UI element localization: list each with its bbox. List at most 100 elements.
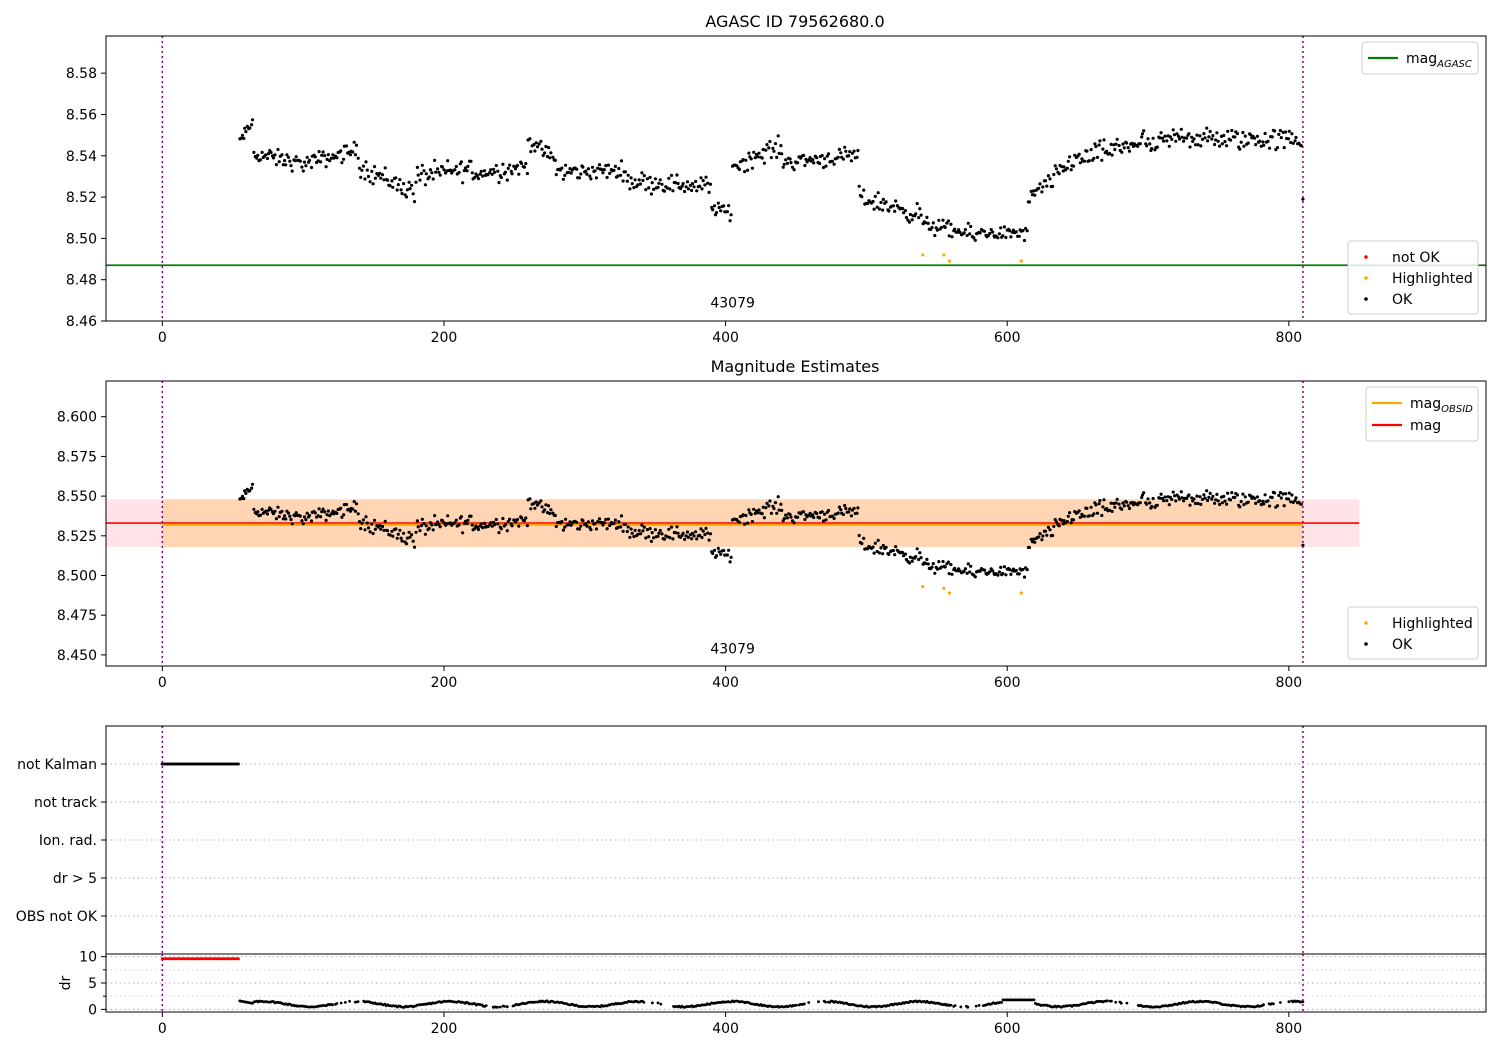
dr-point bbox=[794, 1003, 798, 1007]
ok-point bbox=[1203, 496, 1207, 500]
ok-point bbox=[1213, 142, 1217, 147]
ok-point bbox=[1254, 143, 1258, 147]
ok-point bbox=[1262, 143, 1266, 147]
ok-point bbox=[1199, 144, 1203, 148]
panel-magnitude-estimates-plot-area: 0 200 400 600 800 8.450 8.475 8.500 8.525 8.550 8.… bbox=[57, 380, 1487, 691]
ok-point bbox=[244, 130, 248, 134]
ok-point bbox=[1253, 136, 1257, 140]
ok-point bbox=[647, 535, 651, 539]
ok-point bbox=[503, 170, 507, 174]
ok-point bbox=[430, 523, 434, 527]
ok-point bbox=[650, 531, 654, 535]
ok-point bbox=[543, 508, 547, 512]
ok-point bbox=[999, 226, 1003, 230]
ok-point bbox=[293, 159, 297, 163]
ok-point bbox=[1268, 504, 1272, 508]
ok-point bbox=[1065, 519, 1069, 524]
ok-point bbox=[1235, 493, 1239, 497]
ok-point bbox=[434, 523, 438, 527]
ok-point bbox=[811, 513, 815, 517]
ok-point bbox=[999, 565, 1003, 570]
ok-point bbox=[1259, 503, 1263, 507]
ok-point bbox=[852, 506, 856, 510]
ok-point bbox=[371, 182, 375, 186]
ok-point bbox=[412, 200, 417, 204]
ok-point bbox=[1167, 503, 1171, 507]
ok-point bbox=[1202, 493, 1206, 497]
ok-point bbox=[405, 188, 409, 192]
ok-point bbox=[1095, 155, 1100, 159]
ok-point bbox=[593, 169, 597, 173]
ok-point bbox=[633, 528, 637, 533]
highlighted-point bbox=[947, 591, 952, 595]
ok-point bbox=[363, 528, 367, 532]
ok-point bbox=[411, 192, 415, 196]
ok-point bbox=[1136, 144, 1140, 148]
ok-point bbox=[862, 536, 866, 541]
ok-point bbox=[380, 524, 385, 529]
ok-point bbox=[281, 163, 285, 167]
x-tick-label: 400 bbox=[712, 675, 739, 691]
ok-point bbox=[304, 518, 308, 522]
ok-point bbox=[1190, 135, 1194, 139]
ok-point bbox=[982, 568, 987, 572]
ok-point bbox=[1193, 143, 1198, 147]
ok-point bbox=[893, 553, 897, 557]
ok-point bbox=[1038, 182, 1042, 186]
x-tick-label: 600 bbox=[994, 675, 1021, 691]
ok-point bbox=[843, 145, 847, 149]
ok-point bbox=[442, 521, 446, 525]
ok-point bbox=[680, 184, 684, 188]
ok-point bbox=[1027, 545, 1031, 550]
highlighted-point bbox=[942, 253, 946, 257]
ok-point bbox=[1277, 132, 1281, 136]
highlighted-point bbox=[921, 585, 925, 589]
legend-marker-swatch bbox=[1364, 297, 1368, 301]
dr-point bbox=[949, 1003, 953, 1007]
ok-point bbox=[931, 221, 935, 225]
ok-point bbox=[348, 153, 352, 157]
ok-point bbox=[1110, 509, 1114, 513]
ok-point bbox=[773, 142, 778, 146]
ok-point bbox=[378, 523, 382, 528]
ok-point bbox=[561, 177, 566, 181]
ok-point bbox=[1115, 137, 1119, 141]
ok-point bbox=[1142, 129, 1146, 133]
ok-point bbox=[780, 152, 784, 156]
ok-point bbox=[1277, 493, 1281, 498]
ok-point bbox=[910, 559, 914, 563]
ok-point bbox=[991, 569, 995, 573]
ok-point bbox=[1287, 129, 1291, 133]
ok-point bbox=[1279, 136, 1283, 140]
ok-point bbox=[775, 155, 779, 159]
ok-point bbox=[379, 176, 383, 180]
ok-point bbox=[383, 519, 387, 523]
ok-point bbox=[1261, 499, 1265, 503]
ok-point bbox=[1179, 490, 1183, 494]
ok-point bbox=[354, 502, 359, 506]
ok-point bbox=[1009, 572, 1013, 577]
ok-point bbox=[1278, 490, 1282, 495]
ok-point bbox=[893, 209, 897, 213]
ok-point bbox=[764, 506, 768, 510]
ok-point bbox=[1284, 492, 1288, 496]
ok-point bbox=[273, 509, 277, 513]
ok-point bbox=[1216, 139, 1220, 143]
ok-point bbox=[832, 162, 836, 166]
ok-point bbox=[1105, 149, 1109, 153]
ok-point bbox=[777, 151, 781, 155]
ok-point bbox=[567, 170, 571, 174]
ok-point bbox=[749, 157, 753, 161]
ok-point bbox=[836, 155, 840, 159]
ok-point bbox=[919, 213, 923, 217]
ok-point bbox=[577, 176, 582, 180]
ok-point bbox=[1254, 501, 1258, 505]
ok-point bbox=[469, 159, 473, 163]
ok-point bbox=[625, 529, 629, 534]
ok-point bbox=[446, 159, 450, 163]
x-tick-label: 200 bbox=[431, 330, 458, 346]
dr-point bbox=[484, 1004, 488, 1007]
ok-point bbox=[304, 164, 308, 168]
ok-point bbox=[1290, 132, 1294, 136]
ok-point bbox=[405, 536, 409, 540]
